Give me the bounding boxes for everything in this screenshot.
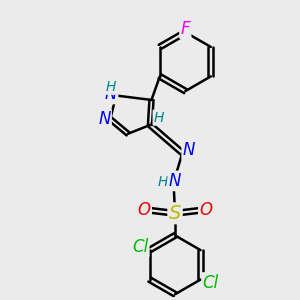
Text: Cl: Cl (132, 238, 148, 256)
Text: H: H (158, 176, 168, 189)
Text: O: O (137, 201, 151, 219)
Text: N: N (183, 141, 195, 159)
Text: Cl: Cl (203, 274, 219, 292)
Text: H: H (154, 111, 164, 124)
Text: F: F (181, 20, 190, 38)
Text: N: N (105, 85, 117, 103)
Text: H: H (106, 80, 116, 94)
Text: S: S (169, 204, 181, 223)
Text: N: N (169, 172, 181, 190)
Text: O: O (200, 201, 212, 219)
Text: N: N (98, 110, 110, 128)
